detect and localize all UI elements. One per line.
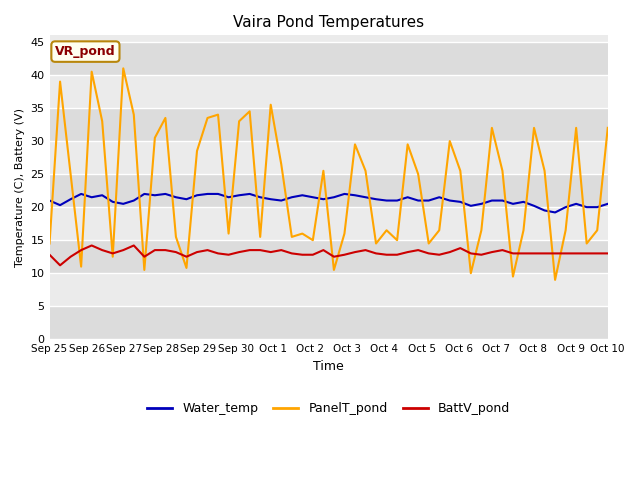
Bar: [49, 273, 608, 306]
Legend: Water_temp, PanelT_pond, BattV_pond: Water_temp, PanelT_pond, BattV_pond: [142, 397, 515, 420]
Title: Vaira Pond Temperatures: Vaira Pond Temperatures: [233, 15, 424, 30]
Bar: [49, 306, 608, 339]
Bar: [49, 207, 608, 240]
X-axis label: Time: Time: [313, 360, 344, 373]
Bar: [49, 174, 608, 207]
Bar: [49, 141, 608, 174]
Bar: [49, 75, 608, 108]
Text: VR_pond: VR_pond: [55, 45, 116, 58]
Bar: [49, 42, 608, 75]
Bar: [49, 108, 608, 141]
Bar: [49, 240, 608, 273]
Y-axis label: Temperature (C), Battery (V): Temperature (C), Battery (V): [15, 108, 25, 267]
